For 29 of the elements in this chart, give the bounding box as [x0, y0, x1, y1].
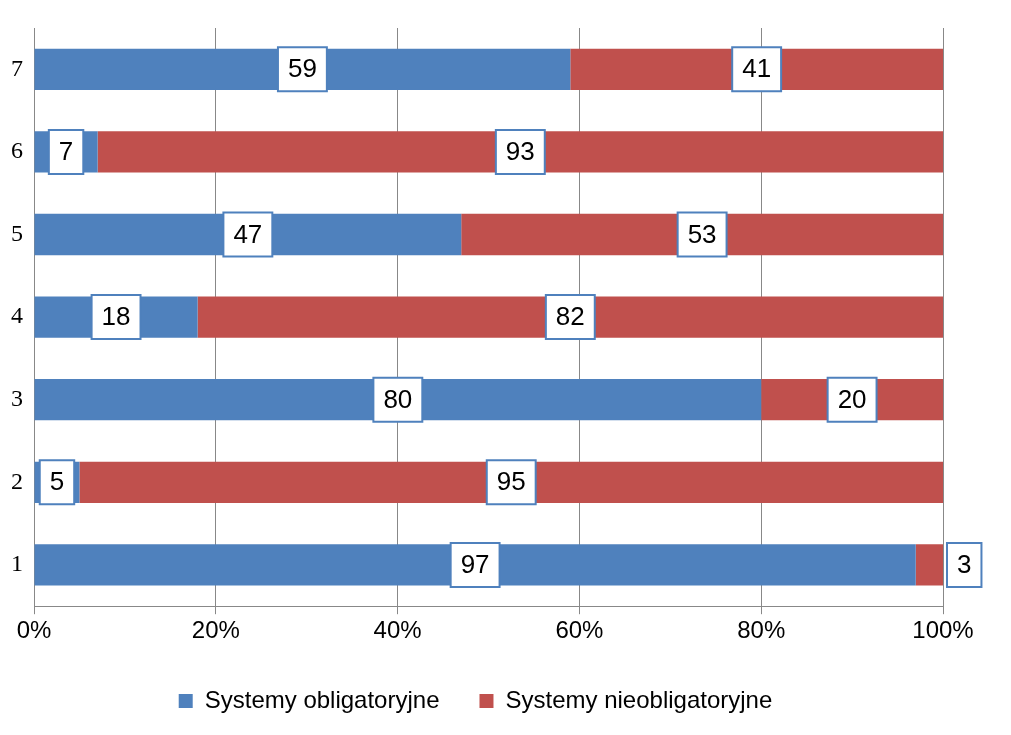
- data-label: 97: [460, 549, 490, 580]
- x-tick-label: 0%: [16, 616, 52, 644]
- data-label: 82: [555, 301, 585, 332]
- data-label: 5: [49, 466, 65, 497]
- data-label: 18: [101, 301, 131, 332]
- y-tick-label: 2: [11, 467, 23, 494]
- y-tick-label: 6: [11, 137, 23, 164]
- data-label: 93: [505, 136, 535, 167]
- x-tick-label: 100%: [912, 616, 974, 644]
- data-label: 59: [287, 53, 317, 84]
- y-tick-label: 5: [11, 219, 23, 246]
- y-tick-label: 4: [11, 302, 23, 329]
- y-tick-label: 3: [11, 385, 23, 411]
- legend-label: Systemy obligatoryjne: [204, 685, 440, 713]
- data-label: 53: [687, 218, 717, 249]
- data-label: 3: [957, 549, 972, 580]
- x-tick-label: 40%: [373, 616, 422, 644]
- data-label: 95: [496, 466, 526, 497]
- x-tick-label: 20%: [191, 616, 240, 644]
- y-tick-label: 1: [11, 550, 23, 577]
- data-label: 20: [837, 383, 867, 414]
- data-label: 47: [233, 218, 263, 249]
- y-tick-label: 7: [11, 54, 23, 81]
- x-tick-label: 60%: [555, 616, 604, 644]
- data-label: 7: [58, 136, 74, 167]
- data-label: 41: [742, 53, 772, 84]
- x-tick-label: 80%: [737, 616, 786, 644]
- legend-label: Systemy nieobligatoryjne: [505, 685, 773, 713]
- data-label: 80: [383, 383, 413, 414]
